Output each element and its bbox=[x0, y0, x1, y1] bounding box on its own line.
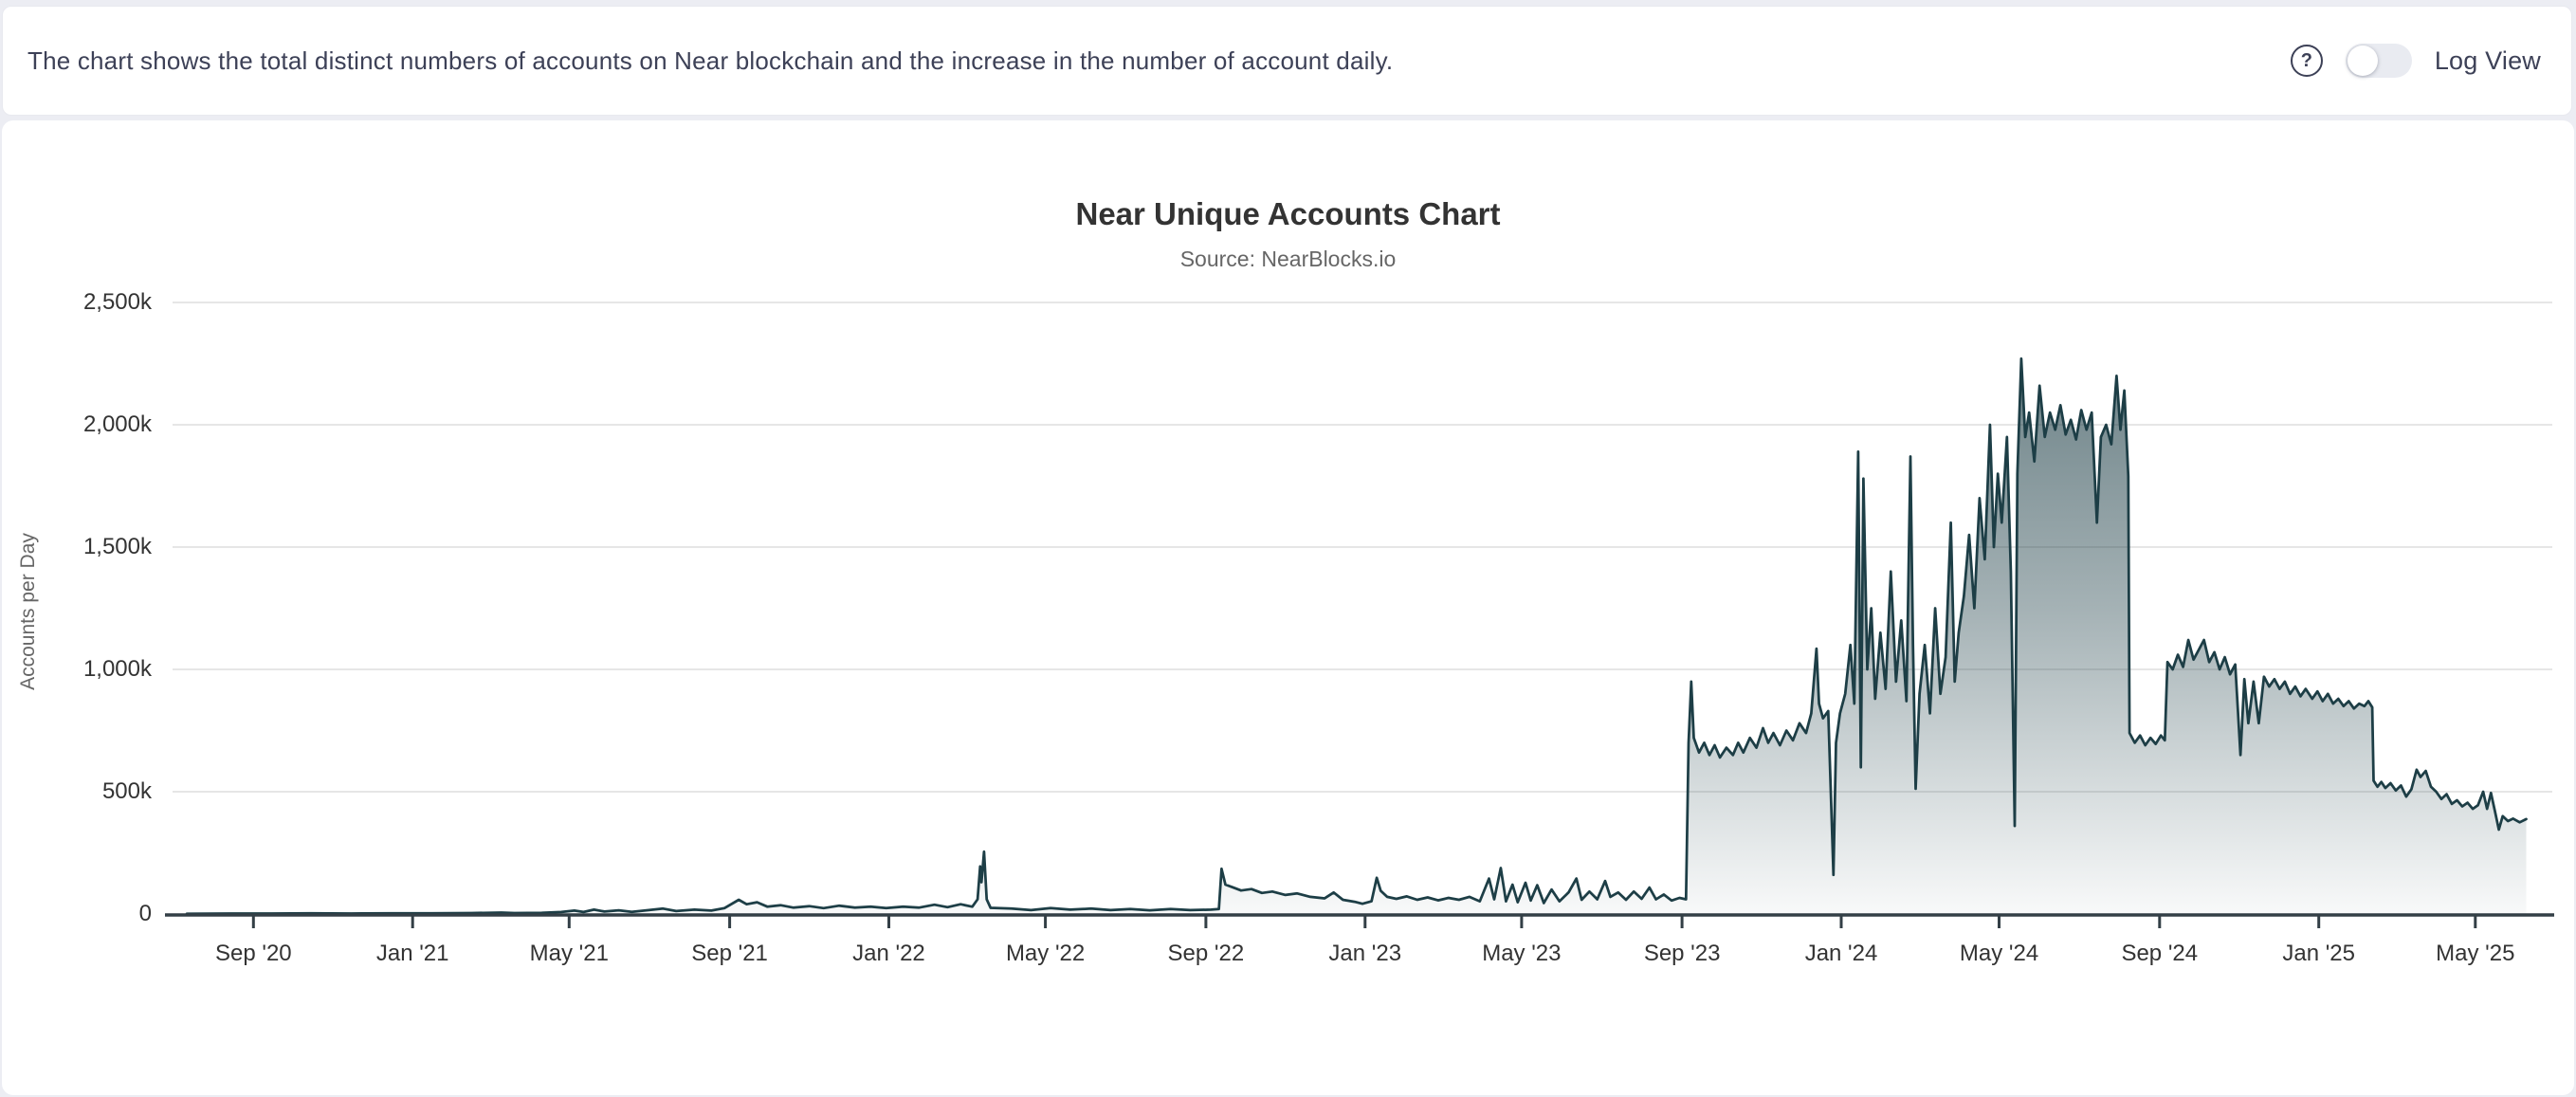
chart-card: Near Unique Accounts Chart Source: NearB… bbox=[2, 120, 2574, 1095]
x-tick-label: Jan '21 bbox=[375, 941, 449, 966]
y-axis-title: Accounts per Day bbox=[17, 533, 39, 690]
area-fill bbox=[187, 358, 2527, 914]
y-tick-label: 2,000k bbox=[82, 411, 152, 437]
x-tick-label: Jan '24 bbox=[1804, 941, 1878, 966]
x-tick-label: May '24 bbox=[1959, 941, 2039, 966]
x-tick-label: May '22 bbox=[1005, 941, 1086, 966]
header-controls: ? Log View bbox=[2290, 7, 2541, 115]
x-tick-label: May '25 bbox=[2436, 941, 2515, 966]
toggle-knob bbox=[2347, 46, 2378, 76]
y-tick-label: 2,500k bbox=[82, 289, 152, 315]
x-tick-label: Jan '22 bbox=[852, 941, 925, 966]
x-tick-label: May '23 bbox=[1482, 941, 1562, 966]
header-bar: The chart shows the total distinct numbe… bbox=[2, 6, 2572, 116]
x-tick-label: Sep '20 bbox=[214, 941, 292, 966]
chart-description: The chart shows the total distinct numbe… bbox=[27, 46, 1394, 75]
chart-title: Near Unique Accounts Chart bbox=[1075, 196, 1501, 231]
x-tick-label: Sep '21 bbox=[691, 941, 768, 966]
series-line bbox=[185, 357, 2528, 916]
x-tick-label: Sep '24 bbox=[2121, 941, 2199, 966]
x-tick-label: Sep '22 bbox=[1167, 941, 1245, 966]
help-icon-glyph: ? bbox=[2300, 49, 2312, 71]
x-tick-label: May '21 bbox=[529, 941, 609, 966]
x-tick-label: Jan '23 bbox=[1328, 941, 1402, 966]
y-tick-label: 500k bbox=[101, 778, 152, 804]
x-tick-label: Jan '25 bbox=[2282, 941, 2355, 966]
help-icon[interactable]: ? bbox=[2290, 45, 2323, 77]
area-chart[interactable] bbox=[2, 120, 2574, 1095]
y-tick-label: 1,000k bbox=[82, 656, 152, 682]
log-view-toggle[interactable] bbox=[2345, 44, 2412, 78]
log-view-label: Log View bbox=[2434, 46, 2541, 75]
y-tick-label: 0 bbox=[138, 901, 152, 926]
y-tick-label: 1,500k bbox=[82, 534, 152, 559]
x-tick-label: Sep '23 bbox=[1643, 941, 1721, 966]
chart-subtitle: Source: NearBlocks.io bbox=[1179, 247, 1397, 271]
